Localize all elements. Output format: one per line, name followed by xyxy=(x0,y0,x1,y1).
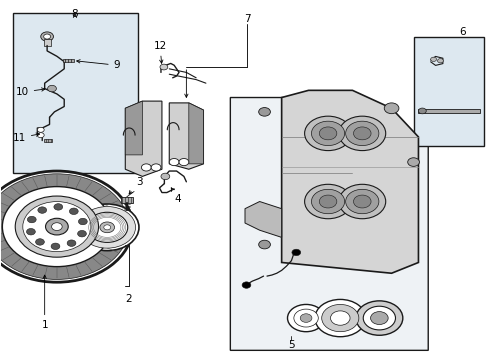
Circle shape xyxy=(312,121,344,145)
Polygon shape xyxy=(189,103,203,164)
Circle shape xyxy=(322,305,359,332)
Polygon shape xyxy=(245,202,282,237)
Circle shape xyxy=(151,164,161,171)
Circle shape xyxy=(179,158,189,166)
Circle shape xyxy=(259,108,270,116)
Text: 8: 8 xyxy=(72,9,78,19)
Circle shape xyxy=(305,116,351,150)
Bar xyxy=(44,139,52,141)
Circle shape xyxy=(38,207,47,213)
Polygon shape xyxy=(169,103,203,169)
Circle shape xyxy=(41,32,53,41)
Circle shape xyxy=(370,312,388,324)
Text: 10: 10 xyxy=(16,87,45,97)
Text: 11: 11 xyxy=(13,133,40,143)
Circle shape xyxy=(259,240,270,249)
Circle shape xyxy=(160,64,168,70)
Bar xyxy=(121,197,133,203)
Circle shape xyxy=(23,202,91,252)
Bar xyxy=(414,37,485,146)
Circle shape xyxy=(169,158,179,166)
Circle shape xyxy=(356,301,403,335)
Text: 4: 4 xyxy=(171,188,181,204)
Circle shape xyxy=(79,207,136,248)
Circle shape xyxy=(408,158,419,166)
Text: 3: 3 xyxy=(129,177,142,194)
Circle shape xyxy=(54,204,63,210)
Circle shape xyxy=(0,171,133,282)
Circle shape xyxy=(345,121,379,145)
Circle shape xyxy=(26,229,35,235)
Circle shape xyxy=(70,208,78,215)
Circle shape xyxy=(44,34,50,39)
Bar xyxy=(13,13,138,173)
Circle shape xyxy=(15,196,98,257)
Circle shape xyxy=(319,127,337,140)
Circle shape xyxy=(292,249,301,256)
Circle shape xyxy=(104,225,111,230)
Circle shape xyxy=(438,59,443,63)
Circle shape xyxy=(300,314,312,322)
Circle shape xyxy=(384,103,399,114)
Circle shape xyxy=(242,282,251,288)
Text: 9: 9 xyxy=(77,60,121,70)
Bar xyxy=(44,39,50,45)
Text: 1: 1 xyxy=(41,275,48,330)
Circle shape xyxy=(363,306,395,330)
Circle shape xyxy=(161,173,170,180)
Circle shape xyxy=(0,174,129,279)
Circle shape xyxy=(51,243,60,249)
Circle shape xyxy=(77,230,86,237)
Circle shape xyxy=(87,212,128,242)
Text: 7: 7 xyxy=(244,14,251,24)
Polygon shape xyxy=(282,90,418,273)
Circle shape xyxy=(51,223,62,230)
Bar xyxy=(63,59,74,62)
Circle shape xyxy=(331,311,350,325)
Circle shape xyxy=(37,133,44,138)
Circle shape xyxy=(100,222,115,233)
Circle shape xyxy=(142,164,151,171)
Circle shape xyxy=(353,127,371,140)
Text: 6: 6 xyxy=(459,27,466,37)
Circle shape xyxy=(46,218,68,235)
Circle shape xyxy=(339,184,386,219)
Polygon shape xyxy=(125,101,143,155)
Circle shape xyxy=(418,108,426,114)
Circle shape xyxy=(315,300,366,337)
Circle shape xyxy=(78,218,87,225)
Circle shape xyxy=(2,186,111,267)
Circle shape xyxy=(294,309,318,327)
Circle shape xyxy=(37,127,44,132)
Circle shape xyxy=(353,195,371,208)
Text: 5: 5 xyxy=(288,340,294,350)
Polygon shape xyxy=(230,98,428,350)
Circle shape xyxy=(319,195,337,208)
Bar xyxy=(418,109,480,113)
Text: 12: 12 xyxy=(153,41,167,63)
Circle shape xyxy=(75,204,139,251)
Circle shape xyxy=(345,189,379,214)
Circle shape xyxy=(305,184,351,219)
Circle shape xyxy=(48,85,56,92)
Circle shape xyxy=(339,116,386,150)
Polygon shape xyxy=(125,101,162,176)
Circle shape xyxy=(27,216,36,223)
Text: 2: 2 xyxy=(125,294,132,304)
Circle shape xyxy=(288,305,325,332)
Circle shape xyxy=(312,189,344,214)
Circle shape xyxy=(431,57,437,62)
Circle shape xyxy=(36,239,45,245)
Circle shape xyxy=(67,240,76,246)
